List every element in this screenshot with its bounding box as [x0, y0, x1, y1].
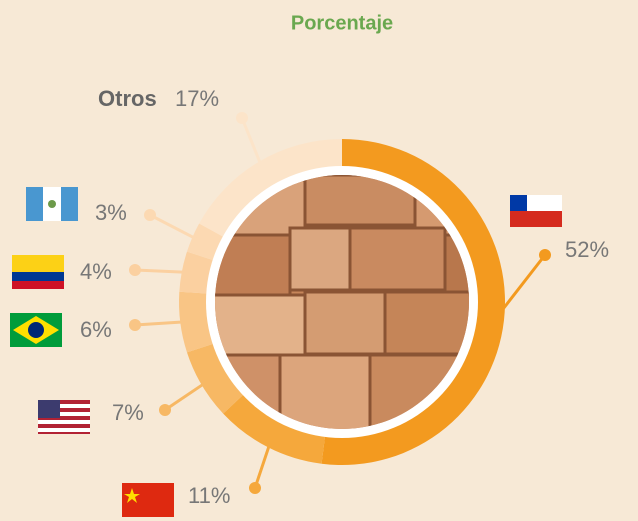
value-label: 4% — [80, 259, 112, 284]
page: Porcentaje — [0, 0, 638, 521]
value-label: 52% — [565, 237, 609, 262]
value-label: 17% — [175, 86, 219, 111]
flag-brazil — [10, 313, 62, 347]
value-label: 3% — [95, 200, 127, 225]
chart-title: Porcentaje — [291, 12, 393, 34]
flag-guatemala — [26, 187, 78, 221]
leader-dot — [144, 209, 156, 221]
flag-chile — [510, 195, 562, 227]
value-label: 7% — [112, 400, 144, 425]
flag-china — [122, 483, 174, 517]
value-label: 6% — [80, 317, 112, 342]
leader-dot — [539, 249, 551, 261]
chart: Porcentaje — [0, 0, 638, 521]
flag-colombia — [12, 255, 64, 289]
leader-dot — [129, 264, 141, 276]
leader-dot — [236, 112, 248, 124]
leader-dot — [159, 404, 171, 416]
leader-dot — [129, 319, 141, 331]
leader-dot — [249, 482, 261, 494]
value-label: 11% — [188, 483, 230, 508]
category-label: Otros — [98, 86, 157, 111]
flag-usa — [38, 400, 90, 434]
